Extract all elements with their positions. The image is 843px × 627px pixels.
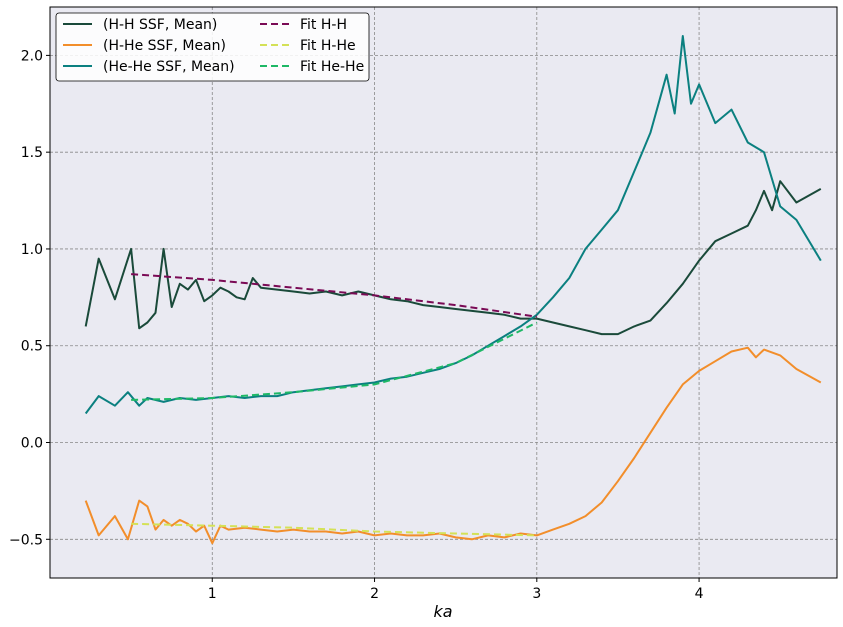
legend-label: Fit He-He [300,59,364,75]
y-tick-label: −0.5 [9,532,43,548]
y-axis-ticks: −0.5 0.0 0.5 1.0 1.5 2.0 [9,48,50,548]
legend-label: (H-He SSF, Mean) [103,38,226,54]
legend-label: (He-He SSF, Mean) [103,59,235,75]
y-tick-label: 1.0 [21,242,43,258]
x-axis-ticks: 1 2 3 4 [208,578,704,602]
x-tick-label: 1 [208,586,217,602]
y-tick-label: 2.0 [21,48,43,64]
legend-label: Fit H-He [300,38,356,54]
legend-label: Fit H-H [300,17,347,33]
series-line-h-h-ssf-mean [84,180,822,336]
x-tick-label: 2 [370,586,379,602]
legend-box [55,12,370,82]
series-line-fit-h-he [131,522,537,537]
series-line-fit-he-he [131,321,538,401]
series-line-h-he-ssf-mean [84,346,822,545]
x-axis-label: ka [433,602,452,621]
y-tick-label: 1.5 [21,145,43,161]
legend: (H-H SSF, Mean) (H-He SSF, Mean) (He-He SS… [55,12,370,82]
series-layer [84,35,822,545]
x-tick-label: 4 [695,586,704,602]
plot-frame [49,6,838,579]
y-tick-label: 0.5 [21,339,43,355]
series-line-fit-h-h [131,273,537,318]
y-tick-label: 0.0 [21,436,43,452]
grid-lines [50,7,837,578]
x-tick-label: 3 [532,586,541,602]
plot-background [50,7,837,578]
legend-label: (H-H SSF, Mean) [103,17,217,33]
